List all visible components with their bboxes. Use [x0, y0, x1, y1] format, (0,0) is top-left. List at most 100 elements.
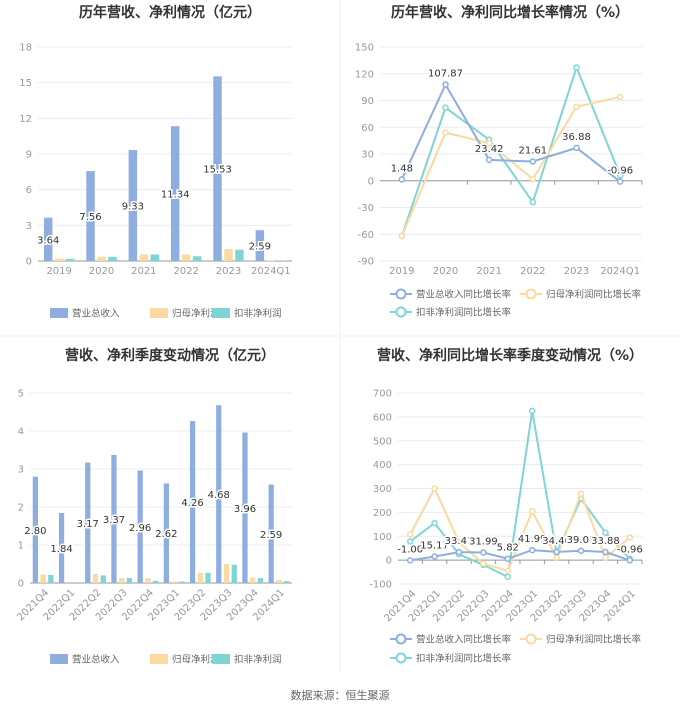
- data-point: [528, 407, 536, 415]
- bar-revenue: [32, 476, 38, 583]
- legend-swatch: [150, 308, 168, 318]
- y-tick-label: 500: [373, 436, 392, 447]
- legend-swatch: [50, 654, 68, 664]
- data-point: [485, 156, 493, 164]
- bar-deducted-profit: [65, 258, 75, 261]
- data-point: [431, 485, 438, 492]
- legend-item[interactable]: 扣非净利润同比增长率: [390, 306, 512, 319]
- y-tick-label: 5: [18, 389, 24, 400]
- legend-label: 扣非净利润同比增长率: [416, 653, 512, 665]
- bar-deducted-profit: [231, 564, 237, 583]
- x-tick-label: 2021: [131, 266, 156, 277]
- legend-item[interactable]: 归母净利润同比增长率: [520, 288, 642, 301]
- data-label: 3.17: [77, 519, 99, 530]
- legend-item[interactable]: 营业总收入同比增长率: [390, 288, 512, 301]
- legend-label: 营业总收入: [72, 308, 120, 320]
- y-tick-label: 9: [26, 150, 32, 161]
- bar-deducted-profit: [257, 578, 264, 583]
- bar-deducted-profit: [48, 575, 54, 583]
- bar-net-profit: [92, 573, 99, 583]
- data-label: 3.64: [37, 235, 59, 246]
- legend-item[interactable]: 归母净利润: [150, 654, 220, 666]
- data-label: 5.82: [497, 543, 519, 554]
- x-tick-label: 2019: [389, 266, 414, 277]
- bar-revenue: [85, 462, 91, 583]
- chart-title: 历年营收、净利同比增长率情况（%）: [391, 4, 629, 21]
- legend-swatch: [150, 654, 168, 664]
- y-tick-label: 6: [26, 185, 32, 196]
- x-tick-label: 2024Q1: [251, 266, 291, 277]
- data-point: [442, 129, 449, 136]
- bar-revenue: [189, 421, 196, 583]
- data-label: 4.26: [181, 498, 203, 509]
- data-label: 4.68: [208, 490, 230, 501]
- data-point: [573, 103, 580, 110]
- legend-item[interactable]: 营业总收入: [50, 654, 120, 666]
- data-point: [485, 140, 493, 147]
- bar-net-profit: [224, 249, 233, 261]
- legend-label: 营业总收入同比增长率: [416, 289, 512, 301]
- chart-4: 营收、净利同比增长率季度变动情况（%） -100 0 100 200 300 400 500 6…: [369, 347, 644, 665]
- legend-label: 营业总收入同比增长率: [416, 634, 512, 646]
- data-point: [504, 567, 512, 575]
- data-label: 1.48: [391, 163, 413, 174]
- data-label: 15.53: [203, 165, 232, 176]
- legend-item[interactable]: 扣非净利润同比增长率: [390, 652, 512, 665]
- y-tick-label: 0: [18, 579, 24, 590]
- legend-item[interactable]: 归母净利润: [150, 308, 220, 320]
- bar-deducted-profit: [150, 254, 160, 261]
- legend-item[interactable]: 归母净利润同比增长率: [520, 633, 642, 646]
- bar-deducted-profit: [192, 256, 202, 261]
- data-point: [616, 93, 624, 101]
- data-label: -0.96: [607, 166, 633, 177]
- bar-net-profit: [250, 577, 256, 583]
- legend-item[interactable]: 营业总收入: [50, 308, 120, 320]
- chart-3: 营收、净利季度变动情况（亿元）0123452021Q42022Q12022Q22…: [15, 347, 292, 666]
- data-label: 107.87: [428, 69, 463, 80]
- data-label: -1.00: [397, 544, 423, 555]
- x-tick-label: 2020: [89, 266, 114, 277]
- legend-marker-icon: [525, 633, 537, 645]
- legend-label: 扣非净利润: [234, 308, 282, 320]
- data-point: [398, 176, 406, 183]
- data-label: 11.34: [161, 190, 190, 201]
- y-tick-label: 1: [18, 541, 24, 552]
- bar-net-profit: [197, 572, 203, 583]
- legend-item[interactable]: 扣非净利润: [212, 308, 282, 320]
- bar-net-profit: [171, 581, 177, 583]
- data-point: [406, 538, 414, 545]
- data-label: 36.88: [562, 132, 591, 143]
- data-point: [573, 144, 580, 152]
- data-label: 2.59: [260, 530, 282, 541]
- data-label: 33.88: [591, 536, 620, 547]
- y-tick-label: 18: [19, 43, 32, 54]
- x-tick-label: 2019: [46, 266, 71, 277]
- y-tick-label: 12: [19, 114, 32, 125]
- series-line: [400, 64, 622, 237]
- data-point: [406, 557, 414, 564]
- legend-marker-icon: [395, 288, 407, 300]
- legend-item[interactable]: 扣非净利润: [212, 654, 282, 666]
- data-point: [431, 519, 438, 527]
- data-point: [626, 557, 634, 564]
- x-tick-label: 2020: [433, 266, 458, 277]
- legend-item[interactable]: 营业总收入同比增长率: [390, 633, 512, 646]
- data-label: 2.59: [249, 242, 271, 253]
- legend-label: 归母净利润: [172, 308, 220, 320]
- bar-revenue: [242, 432, 248, 583]
- series-line: [400, 82, 621, 183]
- x-tick-label: 2021: [476, 266, 501, 277]
- data-label: -0.96: [617, 544, 643, 555]
- chart-1: 历年营收、净利情况（亿元） 0 3 6 9 12 15 18 2019 2020 2021 2022 2…: [19, 4, 292, 320]
- source-note: 数据来源：恒生聚源: [291, 688, 390, 702]
- bar-revenue: [128, 150, 138, 261]
- x-tick-label: 2022: [173, 266, 198, 277]
- bar-revenue: [58, 513, 65, 583]
- legend-label: 扣非净利润: [234, 654, 282, 666]
- data-point: [602, 554, 609, 561]
- y-tick-label: 30: [361, 150, 374, 161]
- bar-revenue: [111, 454, 117, 583]
- data-point: [553, 554, 560, 561]
- y-tick-label: 3: [18, 465, 24, 476]
